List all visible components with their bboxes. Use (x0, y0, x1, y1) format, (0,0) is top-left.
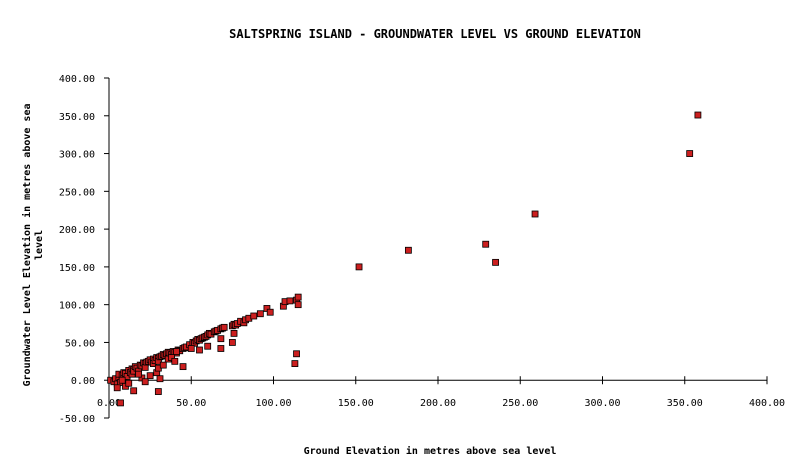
data-point (154, 388, 162, 395)
y-tick-label: 100.00 (59, 301, 95, 312)
x-tick-label: 400.00 (749, 398, 785, 409)
data-point (159, 361, 167, 369)
data-point (294, 293, 302, 301)
data-point (404, 246, 412, 254)
data-point (686, 150, 694, 157)
y-tick-label: 350.00 (59, 112, 95, 123)
y-tick-label: 150.00 (59, 263, 95, 274)
data-point (146, 372, 154, 380)
data-point (291, 360, 299, 368)
x-tick-label: 250.00 (502, 398, 538, 409)
data-point (196, 346, 203, 354)
data-point (286, 297, 294, 305)
data-point (230, 329, 238, 337)
x-tick-label: 100.00 (255, 398, 291, 409)
y-tick-label: -50.00 (59, 414, 95, 425)
data-point (228, 339, 236, 346)
data-point (266, 308, 274, 316)
x-tick-label: 150.00 (338, 398, 374, 409)
data-point (492, 258, 499, 266)
chart-title: SALTSPRING ISLAND - GROUNDWATER LEVEL VS… (229, 27, 641, 41)
data-point (694, 111, 702, 119)
x-tick-label: 200.00 (420, 398, 456, 409)
x-tick-label: 50.00 (176, 398, 206, 409)
data-point (220, 323, 228, 331)
y-tick-label: 250.00 (59, 187, 95, 198)
data-point (156, 375, 164, 383)
x-tick-label: 0.00 (97, 398, 121, 409)
data-point (355, 263, 363, 271)
x-tick-label: 300.00 (584, 398, 620, 409)
y-axis-title-line-1: Groundwater Level Elevation in metres ab… (21, 104, 33, 387)
data-point (250, 312, 258, 320)
y-tick-label: 400.00 (59, 74, 95, 85)
data-point (531, 210, 539, 218)
data-point (117, 399, 124, 407)
axes: 0.00 50.00 100.00 150.00 200.00 250.00 300.00 3… (59, 74, 785, 425)
data-point (204, 342, 212, 350)
data-point (482, 240, 490, 248)
data-point (217, 345, 225, 352)
data-point (130, 387, 138, 395)
data-point (118, 376, 126, 384)
data-point (294, 301, 302, 309)
y-axis-title: Groundwater Level Elevation in metres ab… (21, 104, 45, 387)
x-tick-label: 350.00 (667, 398, 703, 409)
data-point (141, 378, 149, 386)
y-tick-label: 200.00 (59, 225, 95, 236)
x-axis-title: Ground Elevation in metres above sea lev… (304, 445, 557, 457)
data-point (125, 379, 133, 387)
data-point (135, 370, 143, 378)
data-point (113, 384, 121, 392)
data-point (293, 350, 300, 358)
data-points (107, 111, 702, 407)
data-point (173, 348, 180, 355)
data-point (217, 335, 225, 343)
y-tick-label: 50.00 (65, 338, 95, 349)
y-axis-title-line-2: level (34, 230, 45, 260)
data-point (179, 363, 187, 371)
data-point (256, 310, 264, 318)
y-tick-label: 300.00 (59, 150, 95, 161)
data-point (187, 345, 195, 352)
data-point (171, 357, 179, 365)
y-tick-label: 0.00 (71, 376, 95, 387)
